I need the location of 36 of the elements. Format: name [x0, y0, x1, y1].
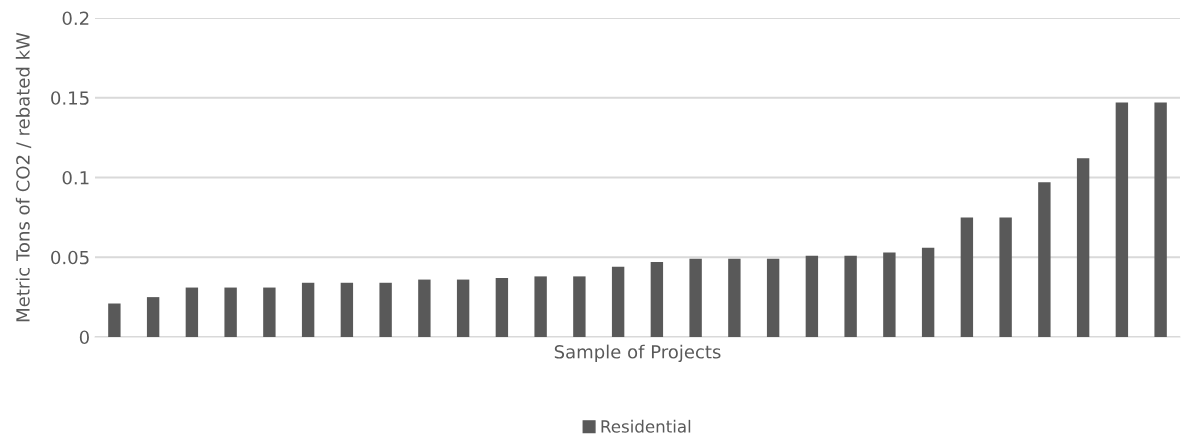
bar: [146, 297, 160, 337]
bar: [921, 247, 935, 337]
bar: [766, 258, 780, 337]
y-tick-label: 0.2: [62, 11, 89, 26]
bar: [340, 282, 354, 337]
bar: [534, 276, 547, 337]
bar: [1038, 182, 1051, 337]
x-axis-title: Sample of Projects: [554, 344, 721, 363]
bar: [883, 252, 896, 337]
bar: [263, 287, 276, 337]
y-tick-label: 0: [79, 330, 89, 345]
y-tick-label: 0.05: [51, 250, 89, 265]
bar: [301, 282, 315, 337]
bar: [611, 266, 625, 337]
bar: [689, 258, 702, 337]
bar: [805, 255, 819, 337]
y-axis-title: Metric Tons of CO2 / rebated kW: [15, 32, 32, 322]
y-tick-label: 0.1: [62, 170, 89, 185]
bar: [650, 262, 664, 337]
bar: [224, 287, 237, 337]
legend-label: Residential: [601, 419, 691, 433]
bar: [379, 282, 392, 337]
bar: [418, 279, 431, 337]
bar: [960, 217, 974, 337]
bar: [1115, 102, 1129, 337]
bar: [1154, 102, 1167, 337]
bar: [108, 303, 121, 337]
bar: [1076, 158, 1090, 337]
bar: [999, 217, 1012, 337]
bar: [844, 255, 857, 337]
bar: [456, 279, 470, 337]
y-tick-label: 0.15: [51, 91, 89, 105]
bar: [185, 287, 199, 337]
bar: [495, 277, 509, 337]
bar: [728, 258, 741, 337]
bar: [573, 276, 586, 337]
